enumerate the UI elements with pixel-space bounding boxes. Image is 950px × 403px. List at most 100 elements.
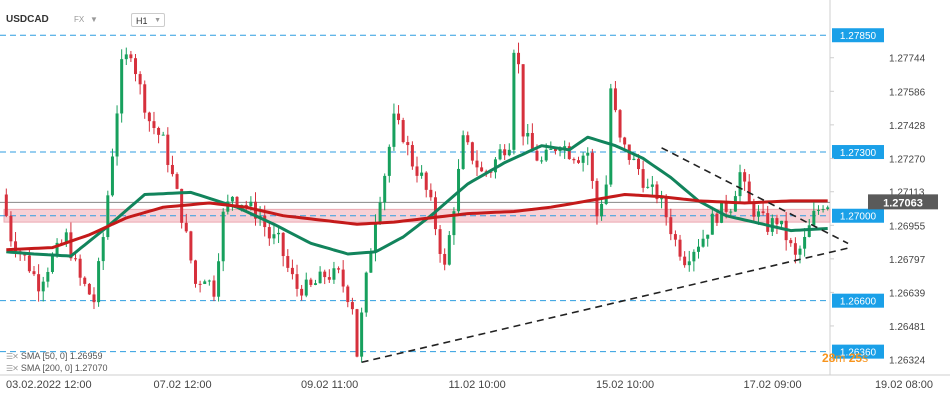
level-label-box bbox=[832, 293, 884, 308]
candle-body bbox=[198, 283, 202, 285]
candle-body bbox=[609, 88, 613, 185]
candle-body bbox=[821, 208, 825, 210]
candle-body bbox=[687, 261, 691, 266]
candle-body bbox=[387, 146, 391, 176]
x-tick-label: 09.02 11:00 bbox=[301, 379, 358, 391]
candle-body bbox=[46, 271, 50, 282]
sma-50-line bbox=[6, 135, 828, 258]
candle-body bbox=[493, 159, 497, 173]
candle-body bbox=[235, 196, 239, 206]
timer-sec-unit: s bbox=[862, 351, 869, 365]
y-tick-label: 1.26797 bbox=[889, 255, 926, 266]
candle-body bbox=[466, 135, 470, 143]
legend-sma200[interactable]: ☰✕ SMA [200, 0] 1.27070 bbox=[6, 363, 107, 374]
indicator-icon: ☰✕ bbox=[6, 352, 19, 361]
candle-body bbox=[157, 127, 161, 135]
candle-body bbox=[203, 281, 207, 285]
level-label: 1.27850 bbox=[840, 31, 877, 42]
candle-body bbox=[378, 202, 382, 223]
candle-body bbox=[563, 146, 567, 149]
candle-body bbox=[756, 211, 760, 217]
candle-body bbox=[134, 58, 138, 75]
candle-body bbox=[480, 167, 484, 172]
candle-body bbox=[526, 133, 530, 137]
candle-body bbox=[401, 120, 405, 143]
candle-body bbox=[290, 267, 294, 275]
candle-body bbox=[512, 52, 516, 150]
candle-body bbox=[438, 229, 442, 254]
candle-body bbox=[327, 277, 331, 280]
sma-200-line bbox=[6, 193, 828, 252]
candle-body bbox=[706, 234, 710, 239]
candle-body bbox=[793, 243, 797, 255]
legend-sma50-value: 1.26959 bbox=[69, 351, 103, 361]
candle-body bbox=[636, 158, 640, 170]
candle-body bbox=[166, 134, 170, 165]
candle-body bbox=[129, 54, 133, 59]
candle-body bbox=[669, 217, 673, 235]
current-price-box bbox=[868, 194, 938, 210]
x-tick-label: 11.02 10:00 bbox=[449, 379, 506, 391]
candle-body bbox=[507, 149, 511, 156]
level-label: 1.27300 bbox=[840, 148, 877, 159]
level-label-box bbox=[832, 344, 884, 359]
level-label: 1.27000 bbox=[840, 212, 877, 223]
candle-body bbox=[632, 158, 636, 160]
candle-body bbox=[184, 222, 188, 232]
candle-body bbox=[286, 256, 290, 268]
candle-body bbox=[655, 184, 659, 200]
candle-body bbox=[498, 149, 502, 160]
candle-body bbox=[650, 184, 654, 187]
y-tick-label: 1.27113 bbox=[889, 188, 925, 199]
candle-body bbox=[152, 121, 156, 128]
candle-body bbox=[83, 277, 87, 284]
y-tick-label: 1.27270 bbox=[889, 154, 926, 165]
candle-body bbox=[194, 260, 198, 284]
y-tick-label: 1.27586 bbox=[889, 87, 926, 98]
legend-sma50[interactable]: ☰✕ SMA [50, 0] 1.26959 bbox=[6, 351, 102, 362]
candle-body bbox=[124, 54, 128, 60]
candle-body bbox=[355, 309, 359, 357]
candle-body bbox=[816, 209, 820, 211]
candle-body bbox=[281, 232, 285, 257]
candle-body bbox=[350, 302, 354, 310]
symbol-dropdown-icon[interactable]: ▼ bbox=[90, 15, 98, 24]
candle-body bbox=[364, 272, 368, 313]
candle-body bbox=[189, 231, 193, 261]
candle-body bbox=[106, 195, 110, 238]
candle-body bbox=[549, 148, 553, 150]
candle-body bbox=[9, 215, 13, 242]
candle-body bbox=[738, 172, 742, 197]
candle-body bbox=[803, 236, 807, 249]
x-tick-label: 17.02 09:00 bbox=[744, 379, 802, 391]
candle-body bbox=[701, 238, 705, 247]
candle-body bbox=[673, 234, 677, 240]
candle-body bbox=[64, 232, 68, 244]
symbol-label[interactable]: USDCAD bbox=[6, 14, 49, 25]
candle-body bbox=[309, 279, 313, 285]
candle-body bbox=[812, 210, 816, 226]
candle-body bbox=[337, 268, 341, 270]
candle-body bbox=[724, 200, 728, 212]
candle-body bbox=[55, 242, 59, 256]
candle-body bbox=[807, 225, 811, 237]
timeframe-select[interactable]: H1 ▼ bbox=[131, 13, 165, 27]
candle-body bbox=[221, 211, 225, 262]
candle-body bbox=[313, 283, 317, 285]
candle-body bbox=[415, 166, 419, 176]
candle-body bbox=[295, 274, 299, 289]
candle-body bbox=[420, 172, 424, 176]
candle-body bbox=[323, 271, 327, 278]
candle-body bbox=[27, 255, 31, 272]
candle-body bbox=[4, 194, 8, 216]
trendline-lower bbox=[361, 247, 849, 364]
candle-body bbox=[170, 164, 174, 175]
candle-body bbox=[50, 255, 54, 272]
candle-body bbox=[470, 142, 474, 161]
candle-body bbox=[503, 149, 507, 156]
candle-body bbox=[360, 312, 364, 357]
candle-body bbox=[696, 246, 700, 252]
candle-body bbox=[743, 172, 747, 182]
candle-body bbox=[92, 294, 96, 303]
